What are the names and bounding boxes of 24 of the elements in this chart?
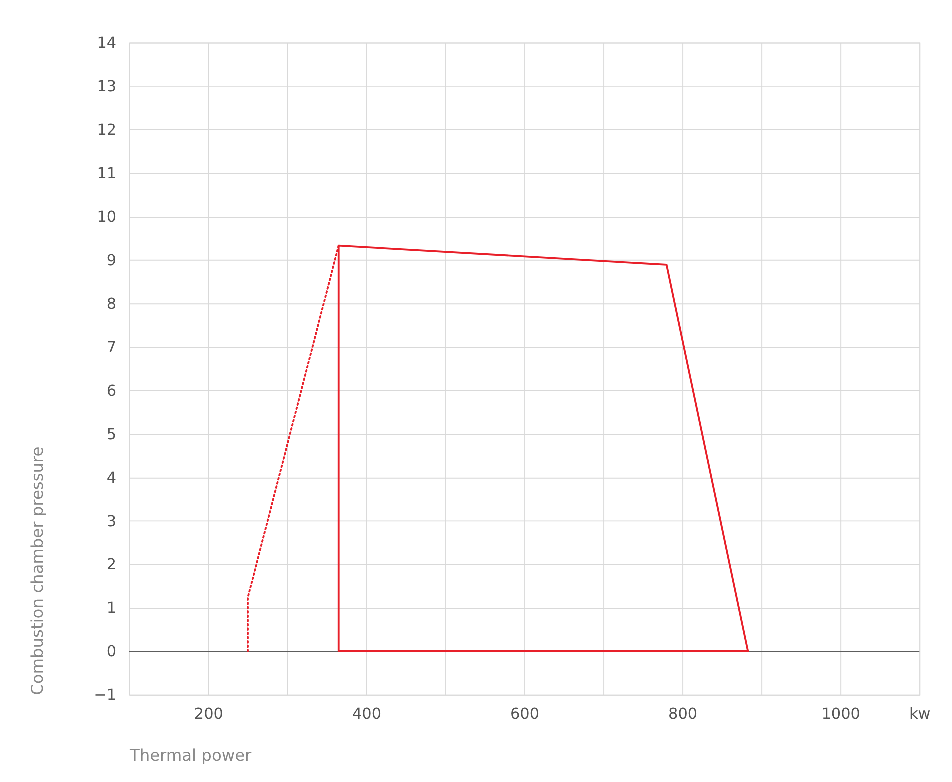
y-tick-label: 0 bbox=[106, 642, 117, 661]
y-tick-label: 2 bbox=[106, 556, 117, 574]
y-tick-label: 4 bbox=[106, 468, 117, 487]
y-tick-label: 3 bbox=[106, 512, 117, 530]
y-tick-label: 1 bbox=[106, 599, 117, 618]
y-tick-label: −1 bbox=[94, 686, 117, 704]
x-tick-label: 200 bbox=[194, 705, 224, 724]
x-tick-label: 400 bbox=[352, 705, 382, 724]
y-tick-label: 5 bbox=[106, 425, 117, 444]
y-tick-label: 13 bbox=[97, 78, 117, 96]
y-axis-title: Combustion chamber pressure bbox=[28, 446, 47, 696]
y-tick-label: 14 bbox=[97, 34, 117, 52]
x-tick-label: kw bbox=[909, 705, 931, 724]
x-axis-title: Thermal power bbox=[128, 746, 252, 766]
y-tick-label: 12 bbox=[97, 120, 117, 139]
y-tick-label: 10 bbox=[97, 208, 117, 226]
y-tick-label: 9 bbox=[106, 251, 117, 270]
x-tick-label: 1000 bbox=[822, 705, 860, 724]
x-tick-label: 600 bbox=[510, 705, 540, 724]
y-tick-label: 11 bbox=[97, 164, 117, 182]
y-tick-label: 7 bbox=[106, 338, 117, 356]
y-tick-label: 8 bbox=[106, 294, 117, 313]
y-tick-label: 6 bbox=[106, 382, 117, 400]
x-tick-label: 800 bbox=[668, 705, 698, 724]
